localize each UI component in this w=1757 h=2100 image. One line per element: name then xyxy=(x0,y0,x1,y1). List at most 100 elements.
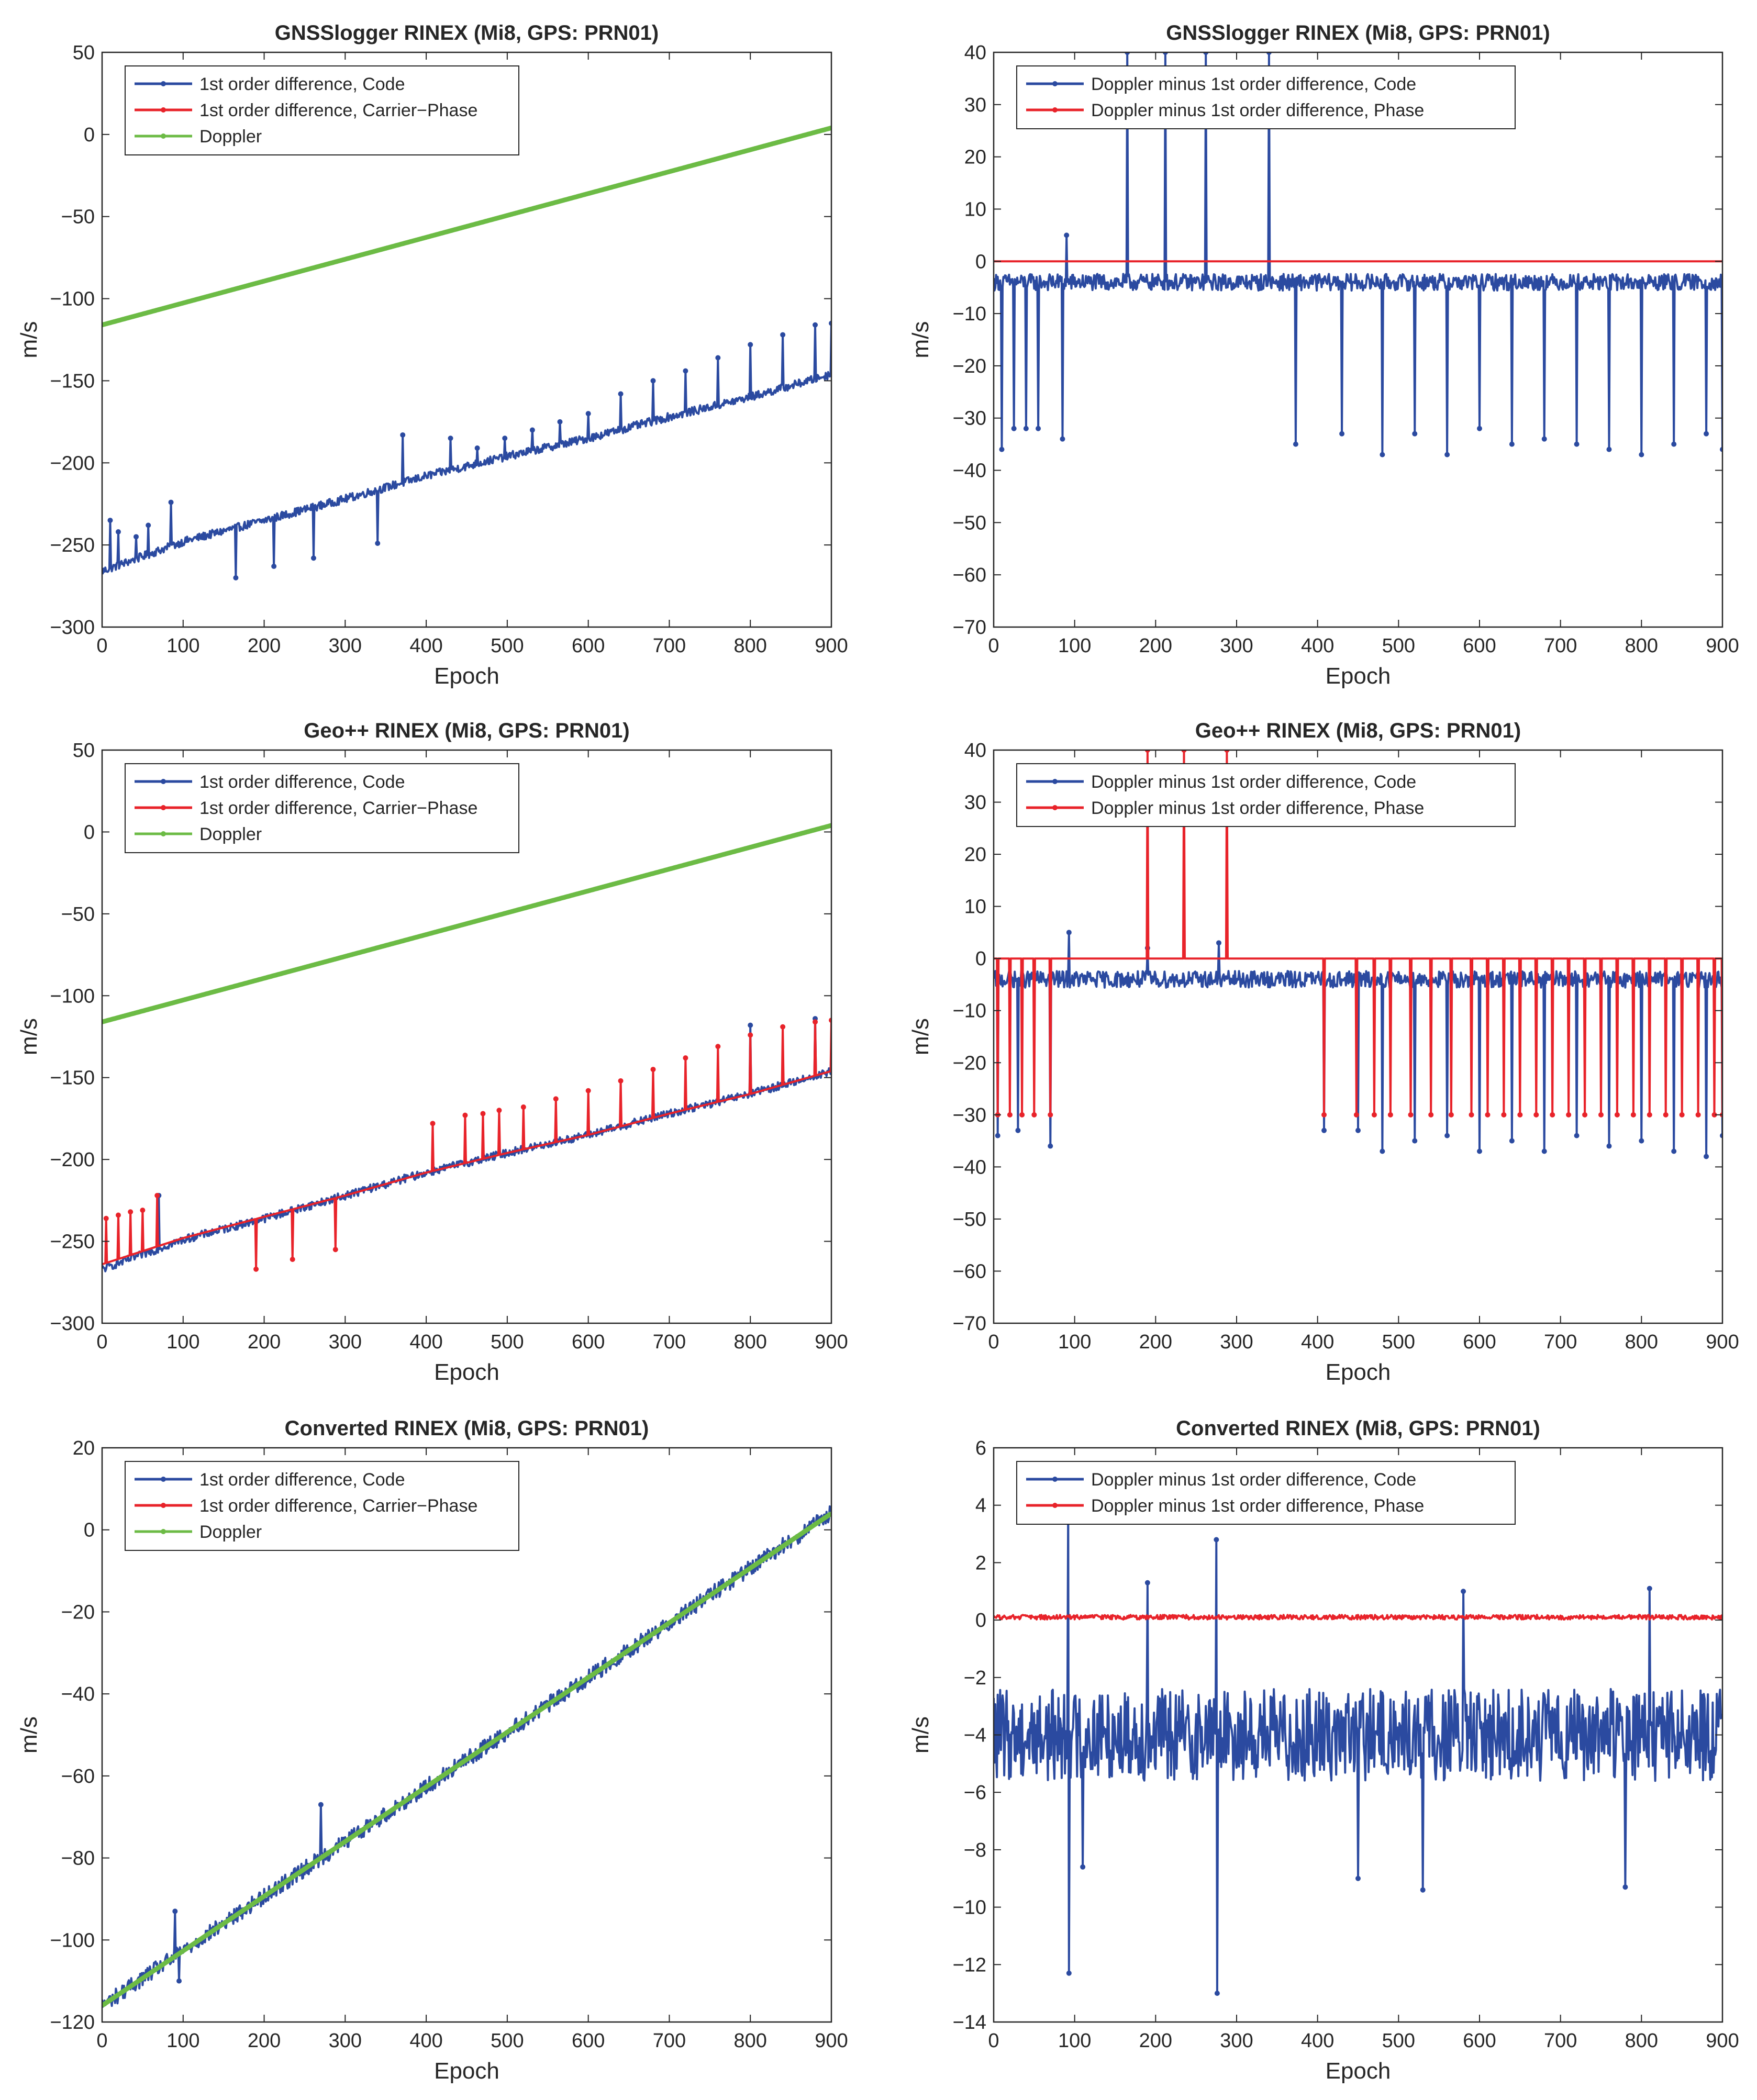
data-point-phase-19 xyxy=(1533,1112,1539,1118)
x-tick-label: 0 xyxy=(96,2030,107,2052)
data-point-code-13 xyxy=(1541,1148,1547,1154)
data-point-code-10 xyxy=(1293,441,1298,447)
legend-marker xyxy=(1052,1477,1058,1482)
data-point-phase-11 xyxy=(496,1108,502,1113)
data-point-phase-28 xyxy=(1679,1112,1685,1118)
axes-frame xyxy=(993,51,1723,628)
legend-box xyxy=(1016,65,1516,129)
legend-entry: 1st order difference, Carrier−Phase xyxy=(199,798,477,818)
y-tick-label: −30 xyxy=(953,1104,986,1126)
data-point-phase-3 xyxy=(1031,1112,1037,1118)
data-point-phase-25 xyxy=(1630,1112,1636,1118)
data-point-code-0 xyxy=(172,1908,178,1914)
y-tick-label: −50 xyxy=(953,1209,986,1231)
data-point-code-13 xyxy=(1412,431,1418,437)
legend: Doppler minus 1st order difference, Code… xyxy=(1016,763,1516,827)
data-point-code-4 xyxy=(1060,436,1065,442)
data-point-phase-3 xyxy=(140,1208,146,1213)
y-tick-label: 10 xyxy=(964,198,986,220)
y-tick-label: −250 xyxy=(50,534,95,556)
x-tick-label: 0 xyxy=(96,1331,107,1353)
plot-area xyxy=(102,823,831,1272)
legend: 1st order difference, Code 1st order diff… xyxy=(125,65,519,155)
data-point-phase-18 xyxy=(1517,1112,1523,1118)
y-tick-label: 0 xyxy=(84,821,95,843)
data-point-code-1 xyxy=(176,1978,182,1984)
x-tick-label: 0 xyxy=(988,2030,999,2052)
x-tick-label: 300 xyxy=(329,1331,362,1353)
data-point-phase-21 xyxy=(1566,1112,1572,1118)
x-axis-label: Epoch xyxy=(434,663,499,689)
legend-entry: Doppler xyxy=(199,824,262,844)
x-axis-label: Epoch xyxy=(1326,2058,1391,2084)
chart-panel-converted-residual: Converted RINEX (Mi8, GPS: PRN01) 0 100 200… xyxy=(908,1417,1739,2084)
chart-panel-converted-velocity: Converted RINEX (Mi8, GPS: PRN01)0 100 200… xyxy=(16,1417,848,2084)
legend-entry: 1st order difference, Carrier−Phase xyxy=(199,100,477,120)
series-line-phase xyxy=(994,1614,1722,1621)
data-point-code-1 xyxy=(748,1022,753,1028)
x-tick-label: 300 xyxy=(1220,1331,1253,1353)
x-tick-label: 500 xyxy=(491,2030,524,2052)
data-point-phase-26 xyxy=(1647,1112,1652,1118)
data-point-phase-2 xyxy=(1019,1112,1025,1118)
legend-marker xyxy=(161,107,166,113)
plot-area xyxy=(102,125,831,580)
data-point-phase-12 xyxy=(520,1104,526,1110)
legend-marker xyxy=(161,133,166,139)
data-point-code-19 xyxy=(1606,446,1612,452)
series-line-code xyxy=(994,1504,1722,1995)
y-tick-label: −150 xyxy=(50,370,95,392)
y-tick-label: −70 xyxy=(953,1313,986,1335)
x-tick-label: 900 xyxy=(1706,635,1739,657)
legend-marker xyxy=(161,1503,166,1508)
y-tick-label: 40 xyxy=(964,740,986,762)
legend: 1st order difference, Code 1st order diff… xyxy=(125,1461,519,1551)
x-tick-label: 800 xyxy=(1625,2030,1658,2052)
series-line-doppler xyxy=(102,1511,831,2008)
x-tick-label: 600 xyxy=(1463,1331,1496,1353)
legend: Doppler minus 1st order difference, Code… xyxy=(1016,65,1516,129)
y-tick-label: −60 xyxy=(953,564,986,586)
x-tick-label: 100 xyxy=(1058,2030,1091,2052)
y-tick-label: −40 xyxy=(61,1683,95,1705)
legend-entry: Doppler minus 1st order difference, Phas… xyxy=(1091,100,1424,120)
x-tick-label: 900 xyxy=(815,635,848,657)
y-tick-label: 0 xyxy=(84,124,95,146)
data-point-phase-16 xyxy=(1485,1112,1491,1118)
legend-marker xyxy=(1052,81,1058,86)
data-point-phase-9 xyxy=(1353,1112,1359,1118)
legend-box xyxy=(1016,1461,1516,1525)
y-axis-label: m/s xyxy=(908,321,933,359)
data-point-code-10 xyxy=(448,435,453,441)
y-tick-label: −50 xyxy=(953,512,986,534)
data-point-code-2 xyxy=(1214,1537,1219,1543)
data-point-code-17 xyxy=(1541,436,1547,442)
chart-panel-geopp-velocity: Geo++ RINEX (Mi8, GPS: PRN01) 0 100 200 300 4… xyxy=(16,719,848,1385)
data-point-code-8 xyxy=(1380,1148,1385,1154)
x-tick-label: 700 xyxy=(653,1331,686,1353)
x-axis-label: Epoch xyxy=(1326,663,1391,689)
legend-entry: Doppler minus 1st order difference, Code xyxy=(1091,772,1416,792)
x-tick-label: 300 xyxy=(329,2030,362,2052)
data-point-code-13 xyxy=(529,427,535,433)
y-tick-label: 20 xyxy=(964,147,986,169)
x-tick-label: 700 xyxy=(1544,1331,1577,1353)
y-tick-label: 50 xyxy=(73,42,95,64)
legend-entry: Doppler xyxy=(199,1522,262,1542)
y-tick-label: −8 xyxy=(964,1839,986,1861)
data-point-code-18 xyxy=(1704,1154,1709,1159)
data-point-code-10 xyxy=(1444,1133,1450,1138)
legend-marker xyxy=(161,81,166,86)
x-tick-label: 400 xyxy=(409,635,442,657)
x-tick-label: 600 xyxy=(572,635,605,657)
data-point-code-1 xyxy=(1011,426,1017,431)
legend-entry: Doppler minus 1st order difference, Code xyxy=(1091,1470,1416,1490)
data-point-code-14 xyxy=(1444,452,1450,457)
x-tick-label: 200 xyxy=(248,2030,281,2052)
y-tick-label: −200 xyxy=(50,452,95,474)
legend-entry: 1st order difference, Carrier−Phase xyxy=(199,1496,477,1516)
data-point-phase-19 xyxy=(748,1032,753,1038)
x-tick-label: 600 xyxy=(572,2030,605,2052)
x-tick-label: 500 xyxy=(491,1331,524,1353)
